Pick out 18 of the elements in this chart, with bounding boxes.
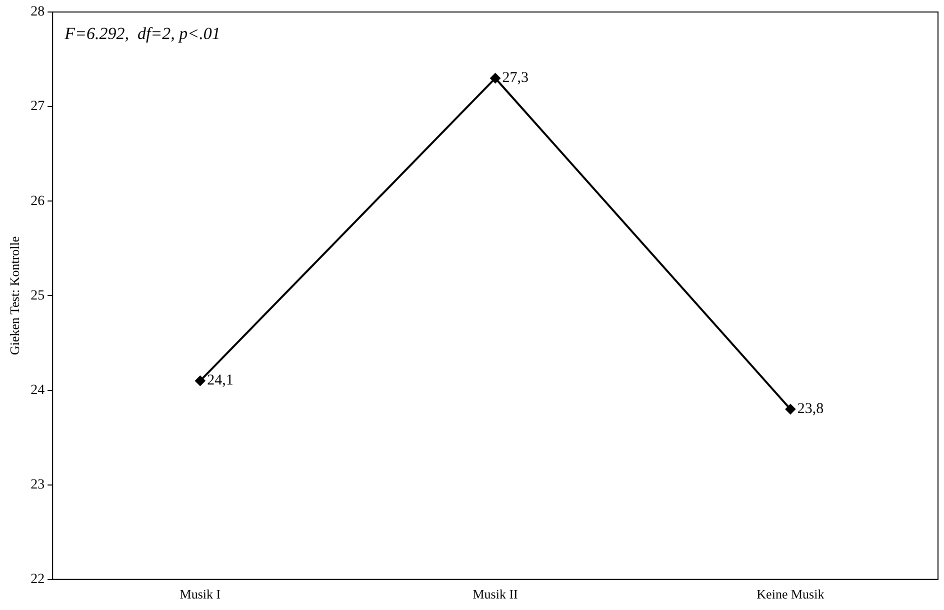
y-tick-label: 24 bbox=[30, 382, 45, 398]
x-tick-label: Keine Musik bbox=[756, 586, 825, 602]
y-tick-label: 26 bbox=[30, 194, 45, 209]
x-tick-label: Musik I bbox=[180, 586, 221, 602]
y-tick-label: 22 bbox=[30, 572, 45, 588]
y-tick-label: 23 bbox=[30, 478, 45, 493]
x-tick-label: Musik II bbox=[472, 586, 518, 602]
y-tick-label: 28 bbox=[30, 4, 45, 20]
point bbox=[195, 376, 206, 386]
y-axis-title: Gieken Test: Kontrolle bbox=[7, 236, 22, 356]
y-tick-label: 27 bbox=[30, 99, 45, 114]
point bbox=[785, 404, 796, 414]
point bbox=[490, 73, 500, 84]
annotation: F=6.292, df=2, p<.01 bbox=[64, 24, 220, 43]
y-tick-label: 25 bbox=[30, 288, 45, 304]
data-label: 27,3 bbox=[502, 70, 529, 86]
data-label: 24,1 bbox=[207, 372, 234, 389]
data-label: 23,8 bbox=[797, 401, 824, 418]
